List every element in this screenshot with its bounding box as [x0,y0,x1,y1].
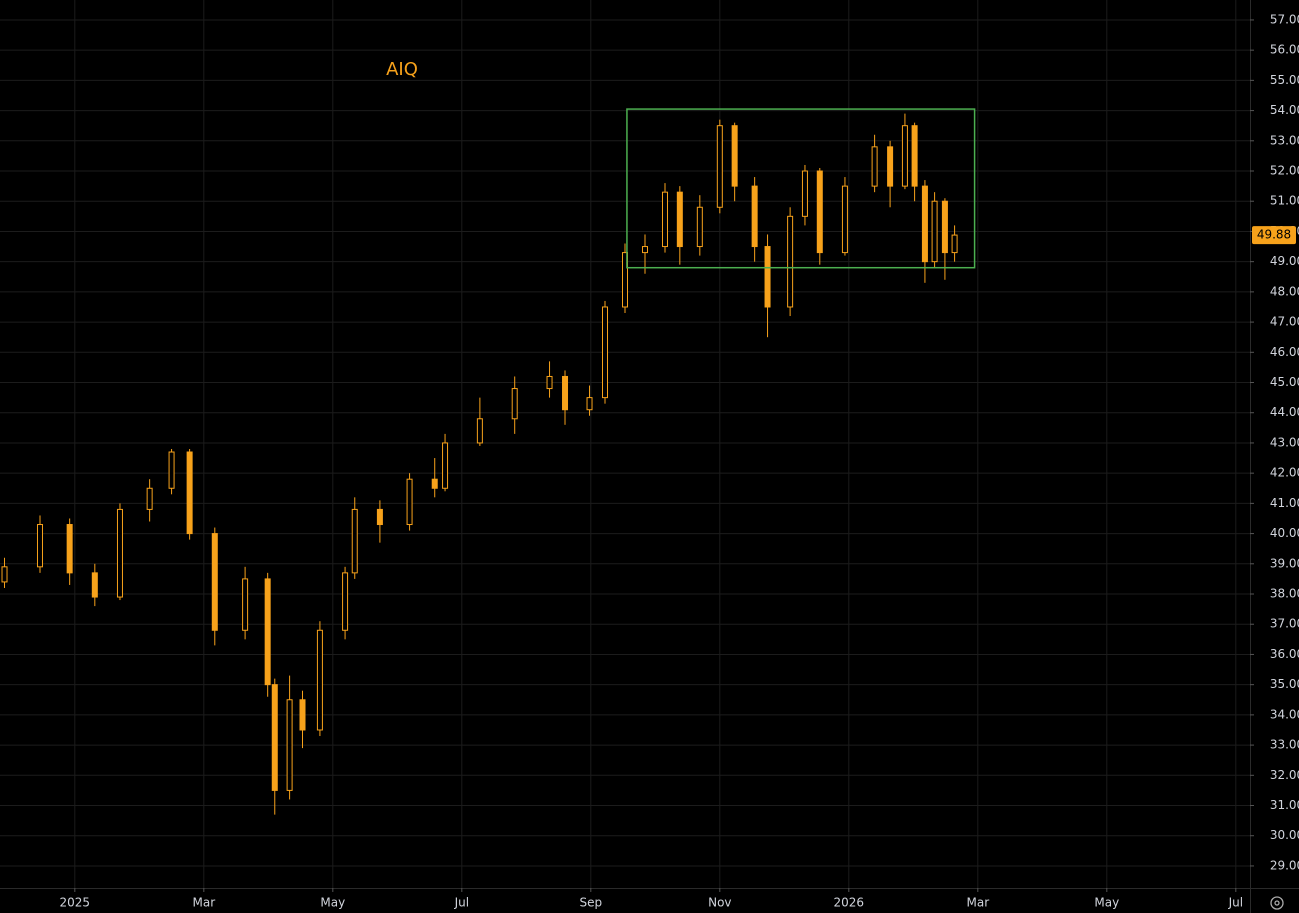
candle-body [641,246,648,254]
y-tick-label: 33.00 [1270,738,1299,752]
candle-body [442,442,449,489]
candle-body [211,533,218,631]
candle-body [887,146,894,187]
candle-body [901,125,908,187]
candle-body [146,487,153,510]
y-tick-label: 53.00 [1270,133,1299,147]
candle-body [476,418,483,444]
candle-body [731,125,738,187]
candle-body [431,478,438,489]
y-tick-label: 41.00 [1270,496,1299,510]
candle-body [816,170,823,254]
y-tick-label: 51.00 [1270,194,1299,208]
candle-body [351,508,358,574]
y-tick-label: 40.00 [1270,526,1299,540]
candle-body [764,246,771,308]
candle-body [299,699,306,731]
candle-body [801,170,808,217]
candle-body [941,200,948,254]
y-tick-label: 42.00 [1270,466,1299,480]
grid [0,0,1250,888]
settings-icon-center [1274,900,1280,906]
y-tick-label: 36.00 [1270,647,1299,661]
y-tick-label: 29.00 [1270,858,1299,872]
candle-body [602,306,609,399]
candle-body [951,234,958,254]
chart-title: AIQ [386,59,418,80]
candles [1,113,958,815]
y-tick-label: 43.00 [1270,435,1299,449]
candle-body [91,572,98,598]
candle-body [841,185,848,254]
settings-button[interactable] [1270,896,1284,910]
x-tick-label: 2025 [60,896,91,910]
x-tick-label: Sep [580,896,603,910]
candle-body [546,375,553,390]
y-tick-label: 38.00 [1270,587,1299,601]
x-tick-label: Jul [1228,896,1243,910]
candle-body [116,508,123,598]
candle-body [36,524,43,568]
candle-body [787,215,794,308]
candle-body [66,524,73,574]
candle-body [676,191,683,248]
candle-body [316,629,323,731]
candle-body [264,578,271,686]
y-tick-label: 34.00 [1270,707,1299,721]
y-tick-label: 39.00 [1270,556,1299,570]
x-tick-label: Mar [966,896,989,910]
candle-body [562,375,569,411]
y-tick-label: 30.00 [1270,828,1299,842]
candle-body [168,451,175,489]
y-tick-label: 37.00 [1270,617,1299,631]
y-tick-label: 44.00 [1270,405,1299,419]
candle-body [911,125,918,187]
x-tick-label: Jul [454,896,469,910]
range-box [626,108,976,269]
candle-body [586,397,593,411]
candle-body [921,185,928,263]
candle-body [1,566,8,583]
y-tick-label: 32.00 [1270,768,1299,782]
y-tick-label: 45.00 [1270,375,1299,389]
last-price-tag [1252,226,1296,245]
y-tick-label: 31.00 [1270,798,1299,812]
candle-body [716,125,723,208]
x-tick-label: Nov [708,896,731,910]
candle-body [286,699,293,791]
candle-body [376,508,383,526]
candle-body [622,252,628,308]
x-tick-label: May [1094,896,1119,910]
candle-body [186,451,193,535]
y-tick-label: 49.00 [1270,254,1299,268]
candle-body [242,578,249,631]
last-price-label: 49.88 [1257,228,1291,242]
candle-body [271,684,278,791]
settings-icon[interactable] [1270,896,1284,910]
candle-body [661,191,668,248]
x-tick-label: 2026 [834,896,865,910]
y-tick-label: 35.00 [1270,677,1299,691]
y-tick-label: 56.00 [1270,43,1299,57]
y-tick-label: 57.00 [1270,12,1299,26]
y-tick-label: 48.00 [1270,284,1299,298]
y-tick-label: 52.00 [1270,164,1299,178]
candle-body [931,200,938,263]
candle-body [511,388,518,420]
candle-body [751,185,758,248]
y-tick-label: 54.00 [1270,103,1299,117]
y-tick-label: 46.00 [1270,345,1299,359]
candle-body [696,206,703,248]
y-tick-label: 55.00 [1270,73,1299,87]
x-tick-label: May [320,896,345,910]
x-tick-label: Mar [192,896,215,910]
candle-body [406,478,413,526]
y-tick-label: 47.00 [1270,315,1299,329]
candle-body [871,146,878,187]
candle-body [342,572,349,631]
